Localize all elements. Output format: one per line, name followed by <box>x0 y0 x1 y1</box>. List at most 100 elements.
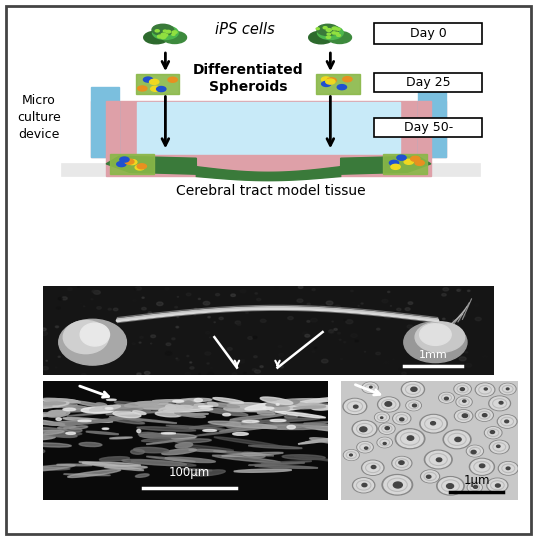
Circle shape <box>207 363 209 364</box>
Circle shape <box>484 388 487 390</box>
Ellipse shape <box>299 397 346 403</box>
Ellipse shape <box>224 406 270 411</box>
Circle shape <box>166 314 170 316</box>
Ellipse shape <box>99 457 129 461</box>
Ellipse shape <box>11 435 55 441</box>
Ellipse shape <box>90 406 120 411</box>
Circle shape <box>360 311 366 314</box>
Circle shape <box>482 355 488 358</box>
Circle shape <box>239 360 245 363</box>
Ellipse shape <box>78 420 91 422</box>
Circle shape <box>335 32 339 34</box>
Ellipse shape <box>164 408 213 412</box>
Circle shape <box>135 165 144 170</box>
Circle shape <box>190 362 192 363</box>
Ellipse shape <box>172 406 200 409</box>
Circle shape <box>215 294 220 296</box>
Ellipse shape <box>146 456 195 462</box>
Ellipse shape <box>227 408 243 411</box>
Circle shape <box>307 303 310 305</box>
Ellipse shape <box>286 411 308 415</box>
Ellipse shape <box>177 402 237 409</box>
Ellipse shape <box>175 412 205 417</box>
Circle shape <box>462 414 468 417</box>
Circle shape <box>353 405 358 408</box>
Circle shape <box>376 352 380 355</box>
Circle shape <box>448 329 455 333</box>
Circle shape <box>344 450 358 460</box>
Circle shape <box>175 306 178 308</box>
Circle shape <box>338 333 340 334</box>
Circle shape <box>207 373 214 376</box>
Circle shape <box>407 401 420 410</box>
Circle shape <box>166 343 171 346</box>
Circle shape <box>42 367 48 370</box>
Circle shape <box>163 314 166 316</box>
Ellipse shape <box>103 406 143 411</box>
Ellipse shape <box>34 468 70 470</box>
Circle shape <box>143 77 153 82</box>
Ellipse shape <box>261 461 312 464</box>
Circle shape <box>326 301 333 305</box>
Circle shape <box>375 413 388 422</box>
Circle shape <box>358 442 372 452</box>
Circle shape <box>361 303 363 304</box>
Circle shape <box>198 298 200 300</box>
Circle shape <box>354 422 375 436</box>
Circle shape <box>439 393 454 403</box>
Circle shape <box>253 356 257 357</box>
Bar <box>106 156 431 177</box>
Ellipse shape <box>142 406 177 410</box>
Ellipse shape <box>193 470 225 476</box>
Ellipse shape <box>153 400 197 402</box>
Ellipse shape <box>108 418 144 424</box>
Circle shape <box>237 323 241 326</box>
Circle shape <box>407 436 413 440</box>
Circle shape <box>475 318 481 321</box>
Circle shape <box>371 465 376 469</box>
Ellipse shape <box>42 399 78 403</box>
Circle shape <box>337 35 340 36</box>
Ellipse shape <box>317 24 339 36</box>
Circle shape <box>382 299 388 303</box>
Ellipse shape <box>137 429 141 433</box>
Ellipse shape <box>270 403 308 411</box>
Circle shape <box>157 35 163 38</box>
Circle shape <box>312 351 315 353</box>
Ellipse shape <box>223 414 230 416</box>
Circle shape <box>240 289 246 293</box>
Circle shape <box>397 155 406 160</box>
Ellipse shape <box>79 462 144 470</box>
Ellipse shape <box>208 421 277 428</box>
Circle shape <box>320 305 325 308</box>
Circle shape <box>165 352 172 355</box>
Circle shape <box>506 388 509 390</box>
Circle shape <box>252 369 256 371</box>
Ellipse shape <box>63 474 111 476</box>
Circle shape <box>139 342 141 343</box>
Circle shape <box>86 340 91 342</box>
Circle shape <box>92 290 96 293</box>
Circle shape <box>457 289 460 291</box>
Circle shape <box>280 366 284 368</box>
Ellipse shape <box>232 408 286 412</box>
Circle shape <box>413 366 417 368</box>
Ellipse shape <box>68 469 121 477</box>
Circle shape <box>298 286 303 288</box>
Circle shape <box>361 460 384 475</box>
Circle shape <box>326 29 331 31</box>
Circle shape <box>453 320 456 322</box>
Circle shape <box>255 293 258 294</box>
Circle shape <box>313 307 318 310</box>
Ellipse shape <box>56 410 99 412</box>
Ellipse shape <box>125 402 159 407</box>
Circle shape <box>137 86 147 91</box>
Circle shape <box>247 308 254 312</box>
Circle shape <box>475 304 478 306</box>
Circle shape <box>108 308 111 310</box>
Circle shape <box>469 458 495 475</box>
Text: Differentiated
Spheroids: Differentiated Spheroids <box>193 63 303 94</box>
Circle shape <box>378 438 391 447</box>
Circle shape <box>499 462 517 474</box>
Bar <box>136 74 179 93</box>
